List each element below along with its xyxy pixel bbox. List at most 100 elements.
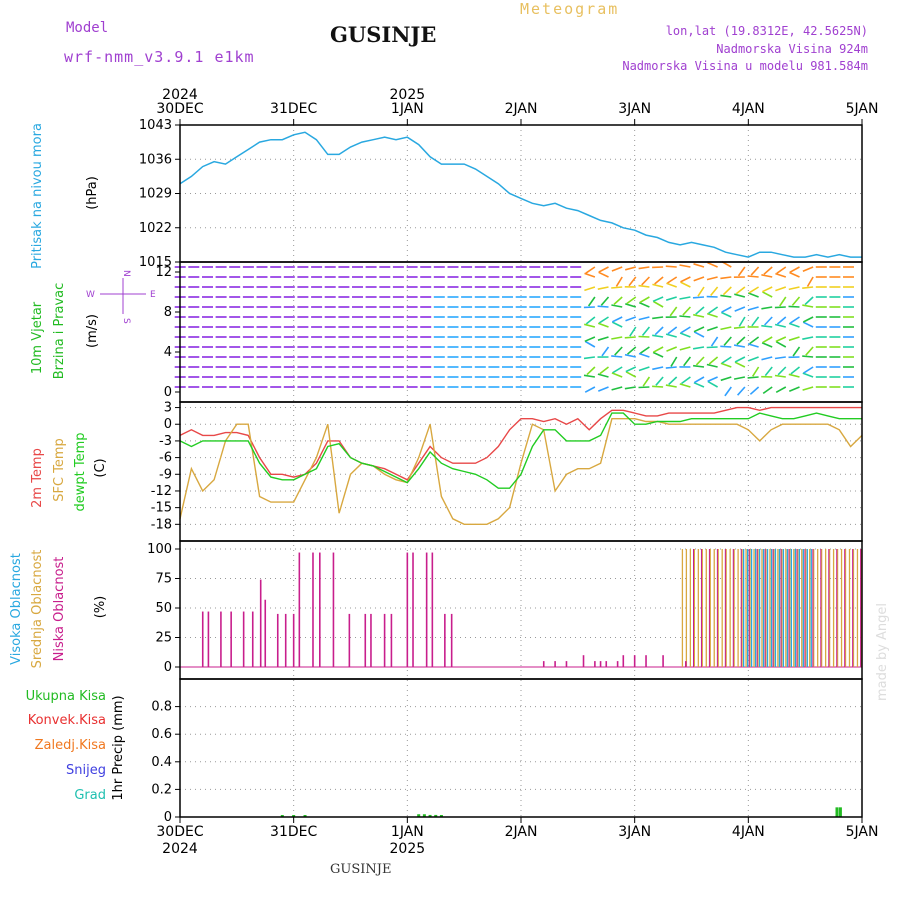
wind-arrow (710, 286, 719, 297)
temp-tick-label: 3 (164, 401, 172, 416)
station-title: GUSINJE (330, 22, 437, 47)
wind-arrow (611, 336, 623, 340)
wind-arrow (734, 306, 746, 312)
wind-arrow (584, 386, 596, 393)
precip-tick-label: 0.8 (151, 700, 172, 715)
temp-tick-label: -15 (151, 501, 172, 516)
x-label-top: 4JAN (732, 101, 765, 117)
wind-arrow (723, 336, 732, 346)
wind-arrow (748, 286, 760, 294)
wind-arrow (626, 346, 637, 355)
wind-arrow (802, 386, 814, 391)
wind-arrow (693, 326, 705, 333)
precip-bars (280, 807, 842, 817)
wind-arrow (695, 306, 705, 315)
wind-arrow (692, 296, 705, 299)
wind-arrow (761, 324, 773, 328)
precip-legend-0: Ukupna Kisa (26, 689, 106, 704)
wind-arrow (747, 306, 759, 311)
wind-arrow (708, 306, 719, 314)
wind-arrow (642, 376, 651, 387)
temp-tick-label: -12 (151, 484, 172, 499)
wind-arrow (693, 313, 705, 318)
pressure-label: Pritisak na nivou mora (30, 123, 45, 269)
wind-arrow (707, 261, 718, 268)
precip-tick-label: 0.6 (151, 727, 172, 742)
wind-arrow (804, 296, 814, 306)
precip-bar (439, 815, 443, 817)
panel-frame-4 (179, 678, 863, 818)
model-label: Model (66, 20, 109, 36)
wind-arrow (670, 356, 678, 367)
credit-label: made by Angel (875, 603, 890, 701)
wind-arrow (764, 316, 773, 326)
wind-arrow (626, 296, 637, 305)
wind-arrow (806, 276, 814, 287)
wind-arrow (720, 376, 732, 382)
wind-arrow (720, 362, 732, 368)
wind-arrow (597, 286, 609, 290)
wind-arrow (720, 294, 732, 298)
wind-arrow (585, 316, 596, 325)
wind-arrow (584, 323, 596, 328)
wind-arrow (669, 306, 678, 317)
wind-arrow (638, 335, 650, 338)
wind-arrow (597, 305, 609, 308)
model-elevation-label: Nadmorska Visina u modelu 981.584m (622, 59, 868, 73)
wind-arrow (652, 366, 664, 371)
wind-arrow (641, 276, 650, 286)
wind-barbs (174, 260, 854, 397)
wind-arrow (584, 340, 596, 348)
wind-arrow (681, 376, 691, 385)
precip-bar (434, 814, 438, 817)
wind-arrow (761, 356, 773, 361)
wind-arrow (611, 386, 623, 391)
high-cloud-bars (743, 549, 812, 667)
wind-arrow (775, 272, 787, 278)
wind-arrow (611, 266, 623, 272)
wind-arrow (625, 366, 637, 373)
wind-arrow (750, 266, 760, 276)
wind-arrow (638, 366, 650, 372)
wind-arrow (707, 380, 718, 388)
wind-arrow (666, 346, 677, 352)
wind-arrow (751, 316, 760, 327)
wind-arrow (697, 286, 705, 297)
precip-tick-label: 0.2 (151, 782, 172, 797)
wind-arrow (761, 342, 773, 348)
wind-arrow (789, 271, 800, 278)
wind-arrow (652, 334, 664, 338)
wind-arrow (749, 336, 760, 345)
wind-arrow (587, 296, 596, 307)
wind-arrow (654, 276, 664, 285)
wind-arrow (665, 366, 677, 369)
year-bottom-1: 2025 (390, 841, 426, 857)
pressure-tick-label: 1043 (139, 118, 172, 133)
wind-arrow (695, 356, 705, 366)
wind-arrow (710, 336, 719, 347)
wind-arrow (802, 286, 814, 289)
wind-arrow (802, 316, 814, 323)
wind-arrow (706, 363, 718, 368)
wind-arrow (774, 323, 786, 328)
wind-arrow (611, 286, 623, 289)
wind-arrow (679, 383, 691, 388)
pressure-line (179, 131, 862, 258)
cloud-tick-label: 50 (155, 601, 172, 616)
elevation-label: Nadmorska Visina 924m (716, 42, 868, 56)
wind-arrow (652, 296, 664, 303)
wind-arrow (775, 340, 787, 348)
wind-arrow (638, 386, 650, 389)
wind-tick-label: 4 (164, 345, 172, 360)
wind-arrow (737, 266, 746, 277)
wind-arrow (788, 386, 800, 392)
wind-arrow (600, 296, 610, 306)
temp-tick-label: 0 (164, 417, 172, 432)
pressure-tick-label: 1029 (139, 187, 172, 202)
wind-arrow (721, 306, 732, 313)
wind-arrow (721, 356, 732, 364)
wind-arrow (733, 344, 746, 348)
compass-n: N (121, 270, 131, 277)
wind-arrow (680, 326, 691, 334)
